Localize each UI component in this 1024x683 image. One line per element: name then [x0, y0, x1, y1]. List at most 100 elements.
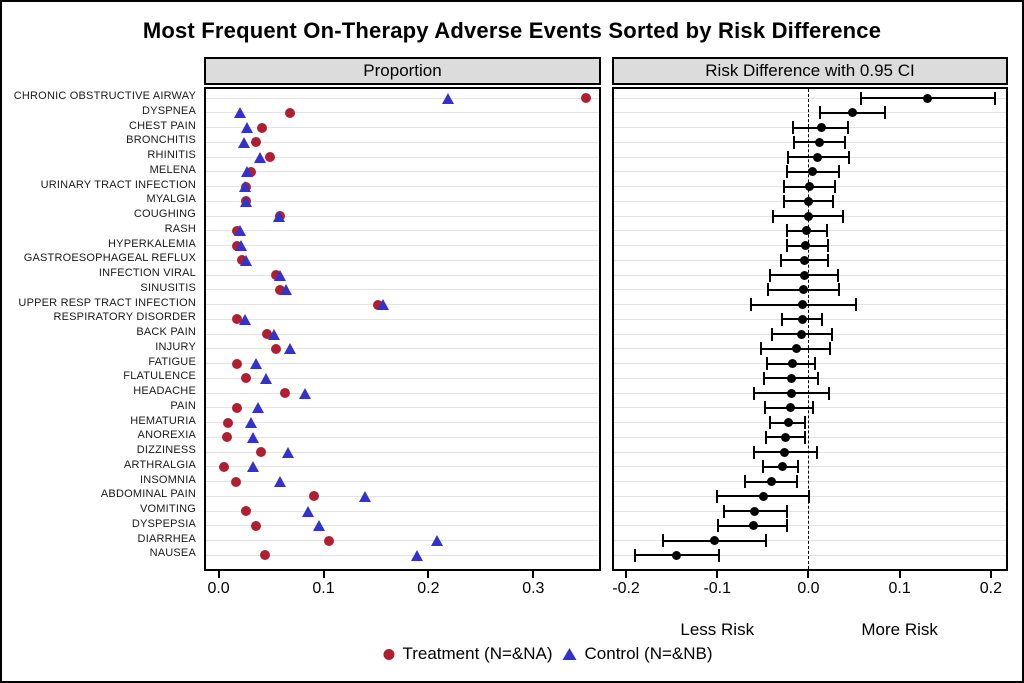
gridline [614, 554, 1006, 556]
gridline [206, 510, 599, 512]
x-tick-label: -0.2 [612, 580, 640, 597]
ci-lower-cap [662, 534, 665, 547]
category-label: CHRONIC OBSTRUCTIVE AIRWAY [13, 90, 196, 102]
gridline [206, 481, 599, 482]
gridline [614, 525, 1006, 527]
risk-difference-dot [807, 167, 817, 177]
category-label: VOMITING [140, 503, 196, 515]
ci-upper-cap [785, 504, 788, 518]
control-marker [273, 210, 286, 222]
category-label: URINARY TRACT INFECTION [40, 178, 196, 191]
category-label: GASTROESOPHAGEAL REFLUX [23, 252, 196, 265]
treatment-marker [256, 122, 267, 133]
x-tick-label: 0.0 [797, 580, 820, 597]
treatment-marker [309, 491, 320, 502]
risk-panel-header: Risk Difference with 0.95 CI [612, 57, 1008, 85]
proportion-panel-header: Proportion [204, 57, 601, 85]
treatment-marker [261, 329, 272, 339]
treatment-marker [251, 137, 262, 148]
treatment-marker [580, 93, 591, 103]
risk-difference-dot [786, 388, 796, 398]
category-label: RHINITIS [147, 149, 196, 161]
category-label: INFECTION VIRAL [98, 267, 196, 279]
category-label: DYSPEPSIA [131, 517, 196, 530]
ci-lower-cap [764, 430, 767, 444]
ci-upper-cap [884, 106, 887, 120]
control-marker [377, 299, 390, 310]
risk-difference-dot [802, 226, 812, 236]
ci-lower-cap [749, 298, 752, 311]
ci-upper-cap [825, 224, 828, 238]
control-marker-icon [562, 648, 577, 660]
gridline [206, 540, 599, 541]
treatment-marker [279, 388, 290, 398]
x-tick-mark [532, 571, 535, 578]
treatment-marker [323, 535, 334, 546]
control-marker [240, 166, 253, 178]
ci-lower-cap [752, 445, 755, 459]
ci-lower-cap [785, 224, 788, 238]
control-marker [359, 490, 372, 502]
control-marker [259, 372, 272, 384]
risk-difference-dot [750, 506, 760, 516]
ci-upper-cap [837, 165, 840, 179]
category-label: HYPERKALEMIA [108, 237, 196, 250]
category-label: ABDOMINAL PAIN [100, 488, 196, 501]
control-marker [313, 520, 326, 532]
risk-difference-dot [814, 137, 824, 147]
category-label: MYALGIA [146, 193, 196, 206]
gridline [206, 127, 599, 128]
x-tick-mark [322, 571, 325, 578]
risk-difference-dot [796, 329, 806, 339]
ci-upper-cap [817, 371, 820, 385]
x-tick-label: 0.3 [522, 580, 545, 597]
category-label: PAIN [170, 399, 196, 412]
ci-lower-cap [819, 106, 822, 120]
zero-reference-line [807, 89, 809, 569]
risk-difference-dot [801, 241, 811, 250]
control-marker [301, 505, 314, 517]
chart-title: Most Frequent On-Therapy Adverse Events … [142, 18, 882, 43]
proportion-plot-area [204, 87, 601, 571]
risk-difference-dot [780, 447, 790, 457]
risk-difference-dot [778, 462, 788, 472]
gridline [206, 274, 599, 276]
category-label: HEADACHE [133, 385, 196, 397]
gridline [206, 186, 599, 187]
category-axis: CHRONIC OBSTRUCTIVE AIRWAY DYSPNEA CHEST P… [2, 87, 199, 571]
category-label: ANOREXIA [137, 429, 196, 442]
risk-difference-dot [671, 550, 681, 560]
ci-lower-cap [780, 253, 783, 267]
risk-x-axis: -0.2 -0.1 0.0 0.1 0.2 [612, 571, 1008, 603]
ci-upper-cap [832, 194, 835, 208]
control-marker [237, 136, 250, 148]
ci-lower-cap [860, 91, 863, 105]
ci-lower-cap [766, 357, 769, 370]
ci-upper-cap [854, 298, 857, 311]
risk-difference-dot [816, 123, 826, 132]
legend-treatment-label: Treatment (N=&NA) [402, 644, 553, 663]
gridline [206, 422, 599, 423]
gridline [206, 156, 599, 158]
ci-upper-cap [994, 91, 997, 105]
control-marker [233, 225, 246, 237]
ci-lower-cap [769, 416, 772, 429]
category-label: BRONCHITIS [126, 134, 196, 147]
category-label: FATIGUE [148, 355, 196, 368]
ci-upper-cap [829, 342, 832, 356]
ci-upper-cap [718, 548, 721, 562]
gridline [206, 392, 599, 394]
category-label: SINUSITIS [140, 281, 196, 294]
gridline [206, 215, 599, 217]
ci-upper-cap [838, 283, 841, 297]
ci-lower-cap [752, 386, 755, 400]
ci-lower-cap [792, 135, 795, 149]
risk-difference-dot [800, 255, 810, 265]
control-marker [268, 328, 281, 340]
ci-lower-cap [634, 548, 637, 562]
treatment-marker [271, 343, 282, 354]
category-label: INSOMNIA [140, 473, 196, 486]
control-marker [234, 240, 247, 251]
x-tick-label: 0.1 [888, 580, 911, 597]
